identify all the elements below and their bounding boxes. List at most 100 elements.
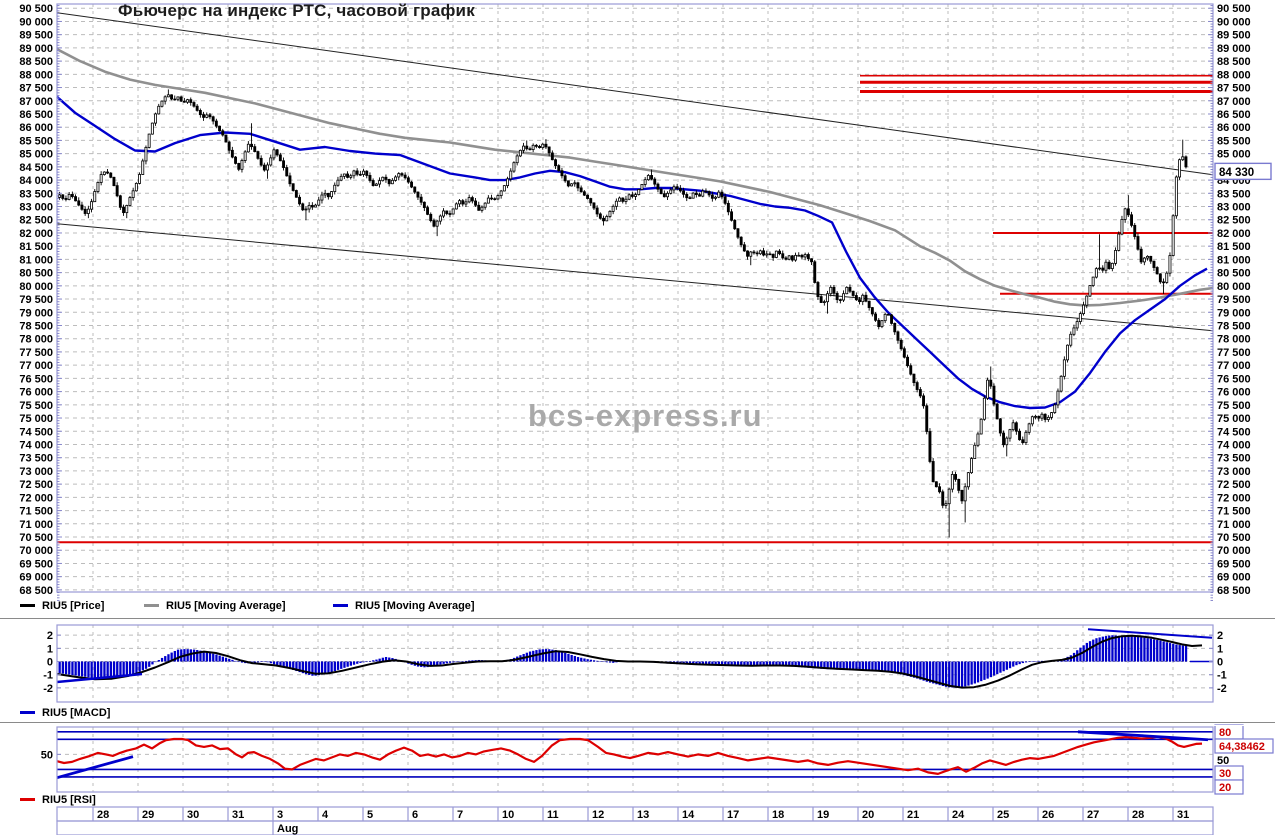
price-line-swatch — [20, 604, 35, 607]
macd-signal-line — [56, 634, 1203, 689]
svg-text:85 000: 85 000 — [1217, 149, 1251, 161]
main-trendlines — [56, 12, 1214, 332]
main-axis — [56, 3, 1214, 601]
svg-text:90 000: 90 000 — [1217, 16, 1251, 28]
divider — [0, 618, 1275, 622]
svg-text:30: 30 — [187, 809, 199, 821]
svg-text:74 500: 74 500 — [1217, 426, 1251, 438]
svg-text:6: 6 — [412, 809, 418, 821]
svg-text:80 000: 80 000 — [1217, 281, 1251, 293]
timeline: 28 29 30 31 3 4 5 6 7 10 11 12 13 14 17 18 19 20 21 24 25 26 2… — [56, 806, 1214, 835]
svg-text:18: 18 — [772, 809, 784, 821]
svg-text:29: 29 — [142, 809, 154, 821]
svg-text:79 500: 79 500 — [19, 294, 53, 306]
legend-macd-row: RIU5 [MACD] — [0, 707, 1275, 723]
svg-text:70 000: 70 000 — [1217, 545, 1251, 557]
legend-item-ma-blue: RIU5 [Moving Average] — [333, 600, 475, 612]
svg-text:83 500: 83 500 — [1217, 188, 1251, 200]
svg-text:79 000: 79 000 — [19, 307, 53, 319]
svg-text:89 500: 89 500 — [1217, 30, 1251, 42]
svg-text:88 000: 88 000 — [19, 69, 53, 81]
svg-text:82 500: 82 500 — [19, 215, 53, 227]
svg-text:81 000: 81 000 — [19, 254, 53, 266]
svg-text:50: 50 — [41, 749, 53, 761]
svg-text:4: 4 — [322, 809, 329, 821]
svg-text:88 500: 88 500 — [19, 56, 53, 68]
svg-text:72 500: 72 500 — [19, 479, 53, 491]
legend-label: RIU5 [Moving Average] — [355, 600, 475, 612]
svg-text:0: 0 — [1217, 657, 1223, 669]
svg-text:11: 11 — [547, 809, 559, 821]
svg-text:Aug: Aug — [277, 823, 298, 835]
svg-text:24: 24 — [952, 809, 965, 821]
svg-text:20: 20 — [862, 809, 874, 821]
svg-text:80 000: 80 000 — [19, 281, 53, 293]
svg-text:87 000: 87 000 — [19, 96, 53, 108]
svg-text:80 500: 80 500 — [19, 268, 53, 280]
svg-text:71 000: 71 000 — [1217, 519, 1251, 531]
svg-text:-2: -2 — [1217, 683, 1227, 695]
svg-text:76 500: 76 500 — [19, 373, 53, 385]
svg-text:79 500: 79 500 — [1217, 294, 1251, 306]
svg-text:69 500: 69 500 — [19, 558, 53, 570]
candles-layer — [58, 89, 1188, 538]
legend-rsi-row: RIU5 [RSI] — [0, 794, 1275, 810]
ma-blue-line — [56, 95, 1208, 410]
svg-text:78 000: 78 000 — [1217, 334, 1251, 346]
legend-price-row: RIU5 [Price] RIU5 [Moving Average] RIU5 … — [0, 600, 1275, 616]
svg-text:-2: -2 — [43, 683, 53, 695]
svg-text:87 500: 87 500 — [19, 83, 53, 95]
svg-text:74 000: 74 000 — [1217, 439, 1251, 451]
svg-text:69 000: 69 000 — [19, 572, 53, 584]
page-title: Фьючерс на индекс РТС, часовой график — [118, 1, 475, 20]
svg-text:31: 31 — [232, 809, 244, 821]
svg-text:17: 17 — [727, 809, 739, 821]
svg-text:88 500: 88 500 — [1217, 56, 1251, 68]
svg-text:89 000: 89 000 — [19, 43, 53, 55]
svg-text:82 500: 82 500 — [1217, 215, 1251, 227]
svg-text:80: 80 — [1219, 727, 1231, 739]
svg-text:30: 30 — [1219, 768, 1231, 780]
svg-text:-1: -1 — [43, 670, 53, 682]
svg-text:70 500: 70 500 — [19, 532, 53, 544]
svg-text:31: 31 — [1177, 809, 1189, 821]
ma-blue-swatch — [333, 604, 348, 607]
rsi-swatch — [20, 798, 35, 801]
svg-text:3: 3 — [277, 809, 283, 821]
svg-text:89 000: 89 000 — [1217, 43, 1251, 55]
legend-label: RIU5 [Moving Average] — [166, 600, 286, 612]
svg-text:72 000: 72 000 — [19, 492, 53, 504]
svg-text:83 000: 83 000 — [19, 202, 53, 214]
svg-text:71 500: 71 500 — [19, 506, 53, 518]
svg-text:1: 1 — [1217, 643, 1223, 655]
svg-text:12: 12 — [592, 809, 604, 821]
svg-text:90 500: 90 500 — [19, 3, 53, 15]
svg-text:84 500: 84 500 — [19, 162, 53, 174]
svg-text:69 000: 69 000 — [1217, 572, 1251, 584]
legend-label: RIU5 [MACD] — [42, 707, 111, 719]
svg-text:81 500: 81 500 — [19, 241, 53, 253]
svg-text:1: 1 — [47, 643, 53, 655]
svg-text:88 000: 88 000 — [1217, 69, 1251, 81]
svg-text:2: 2 — [1217, 630, 1223, 642]
svg-text:75 500: 75 500 — [1217, 400, 1251, 412]
svg-text:89 500: 89 500 — [19, 30, 53, 42]
svg-text:85 000: 85 000 — [19, 149, 53, 161]
legend-item-rsi: RIU5 [RSI] — [20, 794, 96, 806]
svg-text:2: 2 — [47, 630, 53, 642]
svg-text:68 500: 68 500 — [1217, 585, 1251, 597]
svg-text:14: 14 — [682, 809, 695, 821]
svg-text:77 500: 77 500 — [1217, 347, 1251, 359]
svg-text:87 500: 87 500 — [1217, 83, 1251, 95]
svg-text:73 500: 73 500 — [19, 453, 53, 465]
svg-text:90 500: 90 500 — [1217, 3, 1251, 15]
svg-text:71 500: 71 500 — [1217, 506, 1251, 518]
svg-text:76 500: 76 500 — [1217, 373, 1251, 385]
svg-text:10: 10 — [502, 809, 514, 821]
rsi-trendlines — [56, 730, 1209, 780]
svg-text:28: 28 — [97, 809, 109, 821]
svg-text:86 000: 86 000 — [1217, 122, 1251, 134]
svg-text:85 500: 85 500 — [19, 135, 53, 147]
svg-text:26: 26 — [1042, 809, 1054, 821]
svg-text:90 000: 90 000 — [19, 16, 53, 28]
